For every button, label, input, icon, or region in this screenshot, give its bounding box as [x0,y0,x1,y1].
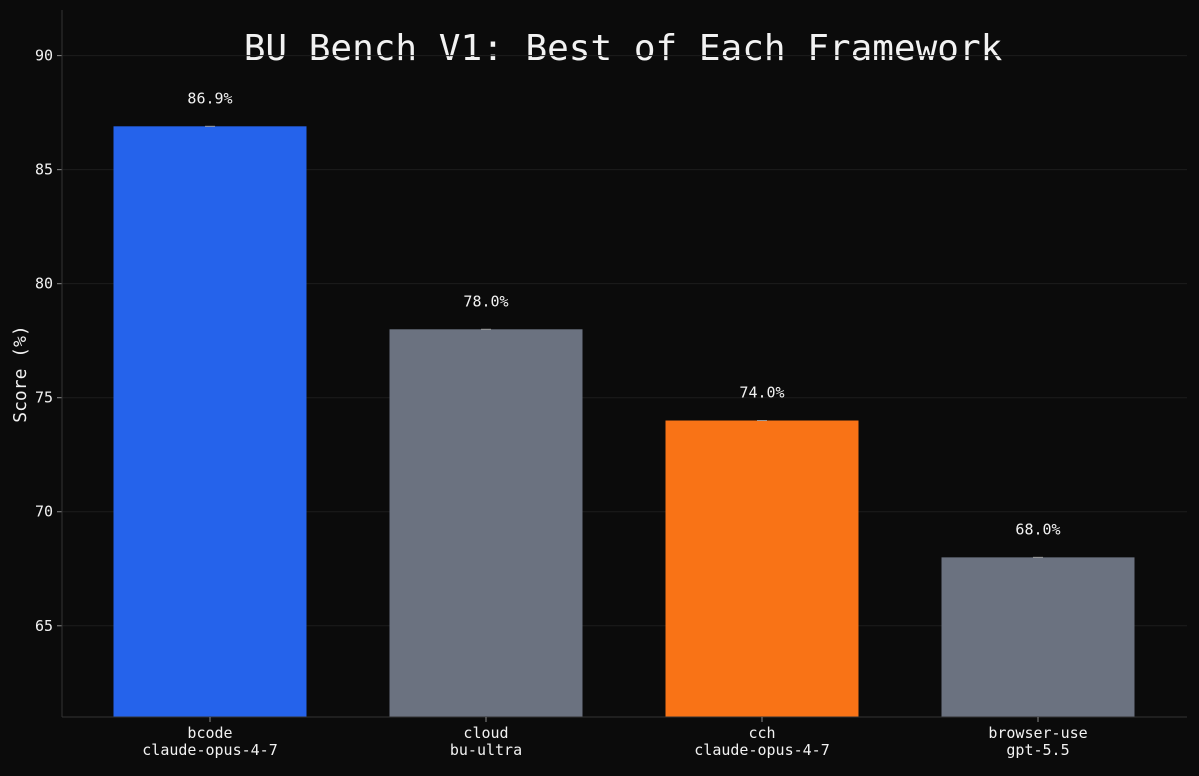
y-tick-label: 75 [35,389,53,407]
x-tick-label-name: browser-use [988,724,1087,742]
bar-browser-use [941,557,1135,717]
chart-title: BU Bench V1: Best of Each Framework [244,28,1003,69]
value-label: 74.0% [739,384,784,402]
x-tick-label-name: cch [748,724,775,742]
y-tick-label: 90 [35,47,53,65]
bar-bcode [113,126,307,717]
labels: 86.9%bcodeclaude-opus-4-778.0%cloudbu-ul… [142,89,1087,759]
x-tick-label-name: cloud [463,724,508,742]
bar-cch [665,420,859,717]
y-tick-label: 65 [35,617,53,635]
y-tick-label: 80 [35,275,53,293]
value-label: 86.9% [187,89,232,107]
x-tick-label-model: claude-opus-4-7 [694,741,829,759]
x-tick-label-model: claude-opus-4-7 [142,741,277,759]
x-tick-label-model: gpt-5.5 [1006,741,1069,759]
y-axis-label: Score (%) [10,325,31,423]
x-tick-label-name: bcode [187,724,232,742]
y-tick-label: 85 [35,161,53,179]
axes: 65 70 75 80 85 90 [35,10,1187,722]
bar-cloud [389,329,583,717]
bars [113,125,1135,717]
y-tick-label: 70 [35,503,53,521]
x-tick-label-model: bu-ultra [450,741,522,759]
value-label: 78.0% [463,292,508,310]
value-label: 68.0% [1015,520,1060,538]
